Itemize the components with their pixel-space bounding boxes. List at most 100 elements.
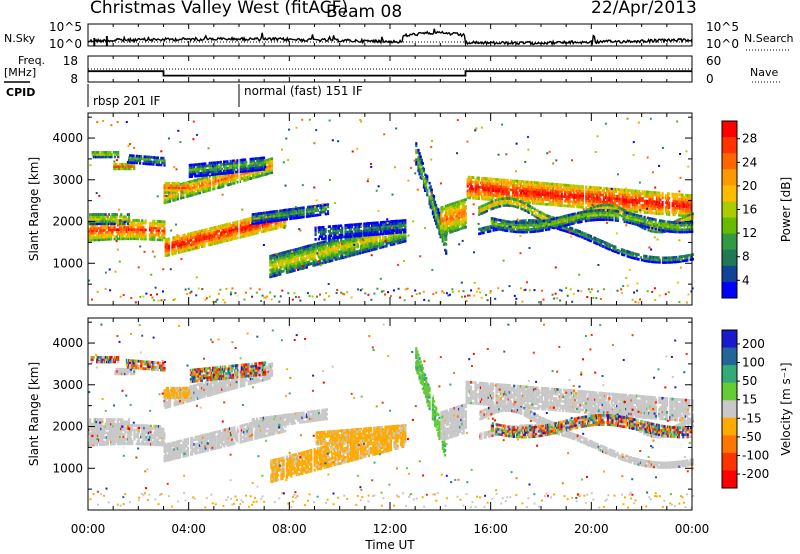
echo-cell [422,169,426,173]
echo-cell [309,248,312,252]
echo-cell [258,226,261,230]
echo-cell [328,229,332,233]
echo-cell [203,237,206,241]
echo-cell [164,249,167,253]
echo-cell [246,229,249,233]
echo-cell [477,188,480,191]
echo-cell [559,199,562,203]
echo-cell [114,151,118,154]
echo-cell [270,275,273,278]
echo-cell [270,168,274,172]
echo-cell [211,242,214,246]
echo-cell [162,234,165,237]
echo-cell [217,238,220,242]
echo-cell [322,237,325,241]
echo-cell [302,215,305,219]
echo-cell [275,269,278,272]
echo-cell [376,221,379,225]
echo-cell [564,204,567,208]
echo-cell [95,234,98,237]
echo-cell [224,182,227,185]
echo-cell [177,188,181,192]
echo-cell [599,191,602,194]
echo-cell [333,256,336,259]
echo-cell [575,193,578,197]
echo-cell [554,189,557,193]
echo-cell [534,183,537,187]
echo-cell [203,176,206,180]
echo-cell [141,219,144,222]
echo-cell [181,236,184,240]
echo-cell [117,153,120,156]
echo-cell [438,213,441,217]
echo-cell [201,238,204,242]
echo-cell [265,220,268,223]
echo-cell [396,226,399,230]
echo-cell [268,164,271,168]
echo-cell [441,219,444,223]
echo-cell [246,222,249,226]
echo-cell [132,159,135,162]
echo-cell [384,235,387,239]
echo-cell [165,254,168,257]
echo-cell [222,173,225,177]
echo-cell [302,250,305,254]
echo-cell [286,268,290,272]
echo-cell [260,171,264,175]
echo-cell [585,192,588,196]
echo-cell [249,162,252,166]
echo-cell [188,168,191,172]
echo-cell [203,244,206,248]
echo-cell [303,257,306,260]
echo-cell [449,228,452,232]
echo-cell [305,254,308,258]
echo-cell [198,177,202,181]
echo-cell [494,187,497,190]
echo-cell [320,206,323,210]
echo-cell [259,174,262,177]
echo-cell [271,261,274,264]
echo-cell [132,232,135,236]
echo-cell [348,254,352,258]
echo-cell [196,232,199,236]
echo-cell [445,218,449,221]
echo-cell [125,230,128,234]
echo-cell [124,165,127,168]
echo-cell [294,264,297,267]
echo-cell [472,180,475,184]
echo-cell [533,195,536,198]
echo-cell [107,233,111,236]
echo-cell [167,188,171,192]
echo-cell [229,166,232,170]
echo-cell [290,217,293,220]
echo-cell [415,151,418,155]
echo-cell [366,222,369,225]
echo-cell [185,244,188,248]
echo-cell [123,167,126,171]
echo-cell [250,169,253,172]
echo-cell [314,231,317,234]
echo-cell [260,168,263,171]
echo-cell [344,228,347,232]
echo-cell [523,187,526,190]
echo-cell [144,228,147,232]
echo-cell [485,191,488,194]
echo-cell [426,179,429,183]
echo-cell [175,237,178,241]
echo-cell [382,234,385,237]
echo-cell [243,176,246,180]
echo-cell [228,236,231,239]
echo-cell [174,251,177,255]
echo-cell [191,179,194,183]
echo-cell [385,225,388,228]
echo-cell [321,226,324,229]
echo-cell [585,197,588,200]
echo-cell [208,174,212,178]
echo-cell [158,238,162,242]
echo-cell [131,237,134,241]
echo-cell [289,263,292,267]
echo-cell [250,166,253,170]
echo-cell [232,230,235,234]
echo-cell [153,238,156,241]
echo-cell [275,266,278,270]
